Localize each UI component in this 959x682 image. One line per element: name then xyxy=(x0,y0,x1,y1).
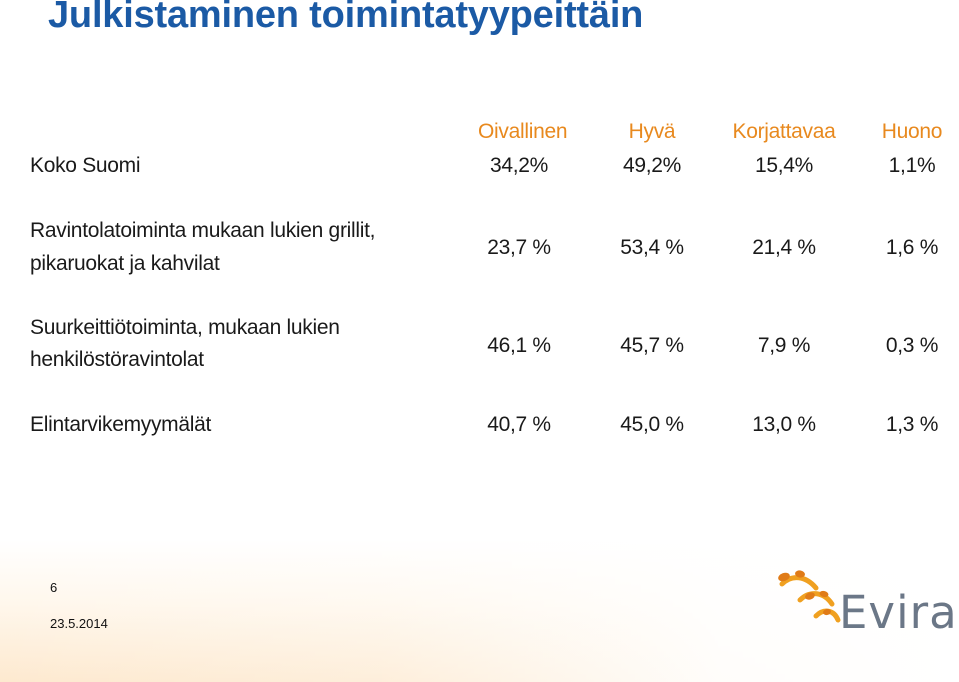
table-cell: 0,3 % xyxy=(885,334,939,357)
row-label-koko-suomi: Koko Suomi xyxy=(30,154,141,177)
slide-title: Julkistaminen toimintatyypeittäin xyxy=(48,0,644,36)
table-cell: 21,4 % xyxy=(752,236,816,259)
table-cell: 13,0 % xyxy=(752,413,816,436)
row-label-suurkeittio-line1: Suurkeittiötoiminta, mukaan lukien xyxy=(30,316,340,339)
row-label-ravintolatoiminta-line2: pikaruokat ja kahvilat xyxy=(30,252,220,275)
table-cell: 46,1 % xyxy=(487,334,551,357)
table-cell: 40,7 % xyxy=(487,413,551,436)
table-cell: 53,4 % xyxy=(620,236,684,259)
header-huono: Huono xyxy=(881,120,943,143)
table-cell: 1,6 % xyxy=(885,236,939,259)
table-cell: 45,0 % xyxy=(620,413,684,436)
table-cell: 1,3 % xyxy=(885,413,939,436)
table-cell: 34,2% xyxy=(489,154,549,177)
table-cell: 45,7 % xyxy=(620,334,684,357)
header-korjattavaa: Korjattavaa xyxy=(732,120,836,143)
row-label-elintarvikemyymalat: Elintarvikemyymälät xyxy=(30,413,212,436)
logo-text: Evira xyxy=(839,586,958,639)
table-cell: 49,2% xyxy=(622,154,682,177)
footer-date: 23.5.2014 xyxy=(50,616,108,631)
table-cell: 15,4% xyxy=(754,154,814,177)
table-cell: 23,7 % xyxy=(487,236,551,259)
header-oivallinen: Oivallinen xyxy=(478,120,568,143)
evira-wheat-logo-icon xyxy=(778,570,841,623)
row-label-suurkeittio-line2: henkilöstöravintolat xyxy=(30,348,204,371)
footer-gradient xyxy=(0,540,959,682)
table-cell: 1,1% xyxy=(888,154,936,177)
row-label-ravintolatoiminta-line1: Ravintolatoiminta mukaan lukien grillit, xyxy=(30,219,376,242)
header-hyva: Hyvä xyxy=(628,120,676,143)
page-number: 6 xyxy=(50,580,58,595)
table-cell: 7,9 % xyxy=(757,334,811,357)
